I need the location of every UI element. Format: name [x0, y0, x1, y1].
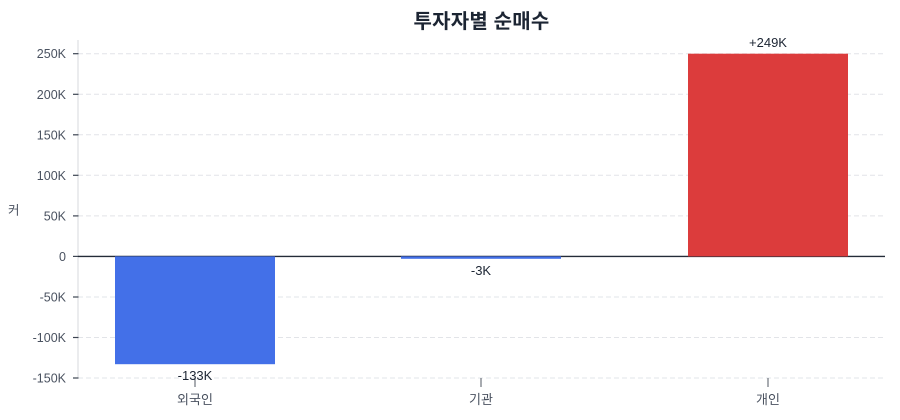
svg-text:200K: 200K [37, 88, 67, 102]
svg-text:-150K: -150K [33, 372, 67, 386]
svg-text:-50K: -50K [40, 291, 67, 305]
svg-text:100K: 100K [37, 169, 67, 183]
svg-text:50K: 50K [44, 209, 67, 223]
svg-text:개인: 개인 [756, 392, 780, 407]
svg-text:0: 0 [59, 250, 66, 264]
svg-text:-133K: -133K [178, 368, 213, 383]
svg-text:-3K: -3K [471, 263, 492, 278]
svg-text:외국인: 외국인 [177, 392, 213, 407]
svg-text:150K: 150K [37, 128, 67, 142]
svg-text:커: 커 [8, 204, 20, 218]
svg-text:+249K: +249K [749, 35, 787, 50]
svg-text:250K: 250K [37, 47, 67, 61]
svg-text:-100K: -100K [33, 331, 67, 345]
svg-text:기관: 기관 [469, 392, 493, 407]
